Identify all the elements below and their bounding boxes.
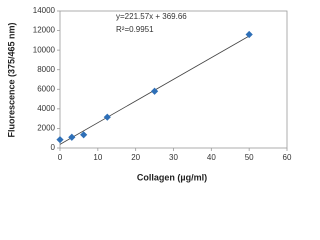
data-point bbox=[245, 30, 253, 39]
data-point bbox=[150, 87, 159, 95]
y-tick-label: 8000 bbox=[37, 65, 55, 74]
y-tick-label: 2000 bbox=[37, 124, 55, 133]
x-tick-label: 50 bbox=[245, 153, 254, 162]
chart: Collagen (µg/ml) Fluorescence (375/465 n… bbox=[6, 6, 292, 182]
y-axis-title: Fluorescence (375/465 nm) bbox=[6, 22, 16, 137]
x-tick-label: 0 bbox=[58, 153, 63, 162]
y-tick-label: 4000 bbox=[37, 104, 55, 113]
data-point bbox=[80, 131, 88, 139]
x-tick-label: 10 bbox=[93, 153, 102, 162]
y-tick-label: 0 bbox=[51, 143, 56, 152]
x-tick-label: 60 bbox=[283, 153, 292, 162]
equation: y=221.57x + 369.66 bbox=[116, 12, 187, 21]
data-point bbox=[68, 133, 76, 141]
x-axis-title: Collagen (µg/ml) bbox=[137, 172, 207, 182]
y-tick-label: 12000 bbox=[33, 26, 56, 35]
y-tick-label: 6000 bbox=[37, 84, 55, 93]
data-point bbox=[56, 136, 64, 144]
x-tick-label: 30 bbox=[169, 153, 178, 162]
data-point bbox=[103, 113, 111, 121]
x-tick-label: 20 bbox=[131, 153, 140, 162]
y-tick-label: 10000 bbox=[33, 45, 56, 54]
r-squared: R²=0.9951 bbox=[116, 25, 154, 34]
x-tick-label: 40 bbox=[207, 153, 216, 162]
y-tick-label: 14000 bbox=[33, 6, 56, 15]
